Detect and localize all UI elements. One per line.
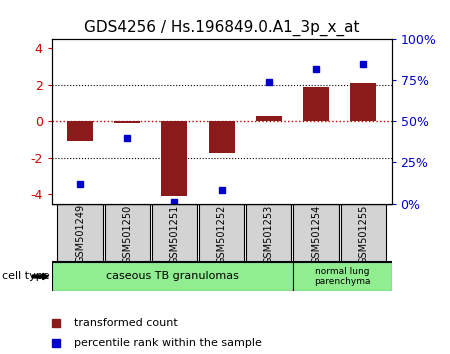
Bar [58,204,103,262]
Bar [199,204,244,262]
Text: GSM501250: GSM501250 [122,204,132,263]
Text: percentile rank within the sample: percentile rank within the sample [74,338,261,348]
Bar [256,116,282,121]
Text: caseous TB granulomas: caseous TB granulomas [106,272,239,281]
Bar [52,262,293,291]
Text: GSM501249: GSM501249 [75,204,85,263]
Bar [246,204,292,262]
Bar [350,83,376,121]
Text: GSM501252: GSM501252 [216,204,227,264]
Bar [209,121,234,153]
Text: transformed count: transformed count [74,318,177,328]
Title: GDS4256 / Hs.196849.0.A1_3p_x_at: GDS4256 / Hs.196849.0.A1_3p_x_at [84,20,360,36]
Bar [114,121,140,122]
Text: cell type: cell type [2,272,50,281]
Text: GSM501251: GSM501251 [170,204,180,263]
Bar [293,204,339,262]
Bar [162,121,187,196]
Bar [303,87,329,121]
Bar [293,262,392,291]
Bar [104,204,150,262]
Text: GSM501254: GSM501254 [311,204,321,263]
Bar [67,121,93,141]
Text: GSM501255: GSM501255 [358,204,368,264]
Bar [341,204,386,262]
Bar [152,204,197,262]
Text: normal lung
parenchyma: normal lung parenchyma [314,267,371,286]
Text: GSM501253: GSM501253 [264,204,274,263]
